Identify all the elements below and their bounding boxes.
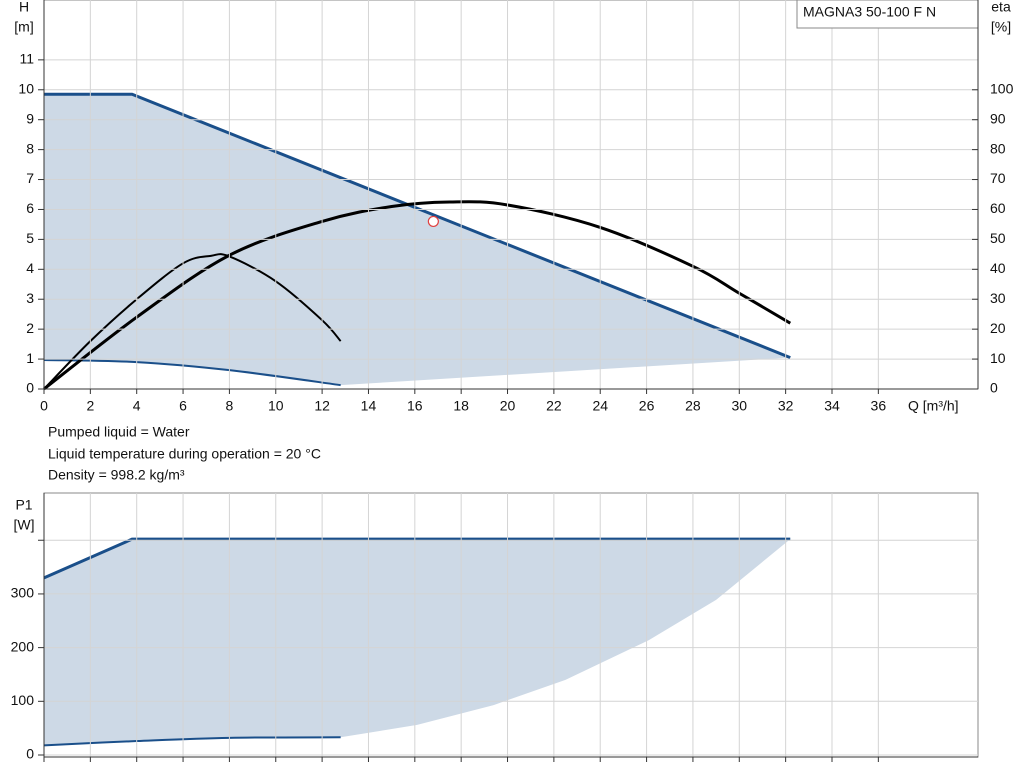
y-tick-label: 9	[26, 110, 34, 126]
efficiency-curve	[43, 253, 342, 390]
y-axis-label: P1	[15, 497, 32, 513]
title-box	[796, 0, 979, 29]
y-tick-label: 300	[11, 585, 35, 601]
y2-tick-label: 10	[990, 350, 1006, 366]
y2-tick-label: 50	[990, 230, 1006, 246]
x-tick-label: 22	[546, 398, 562, 414]
y2-tick-label: 30	[990, 290, 1006, 306]
y-tick-label: 0	[26, 746, 34, 762]
y-axis-label: H	[19, 0, 29, 15]
y-tick-label: 3	[26, 290, 34, 306]
note: Liquid temperature during operation = 20…	[48, 446, 321, 462]
x-tick-label: 12	[314, 398, 330, 414]
y-tick-label: 8	[26, 140, 34, 156]
curve-line	[43, 736, 341, 747]
x-tick-label: 10	[268, 398, 284, 414]
y2-tick-label: 0	[990, 380, 998, 396]
y2-tick-label: 40	[990, 260, 1006, 276]
curve-line	[43, 537, 791, 580]
x-tick-label: 6	[179, 398, 187, 414]
y2-tick-label: 60	[990, 200, 1006, 216]
x-tick-label: 8	[226, 398, 234, 414]
y2-axis-label: eta	[991, 0, 1011, 15]
x-tick-label: 0	[40, 398, 48, 414]
y-tick-label: 5	[26, 230, 34, 246]
x-tick-label: 34	[824, 398, 840, 414]
x-tick-label: 2	[86, 398, 94, 414]
x-tick-label: 30	[731, 398, 747, 414]
y2-tick-label: 70	[990, 170, 1006, 186]
operating-area	[44, 539, 791, 746]
x-tick-label: 26	[639, 398, 655, 414]
y-tick-label: 6	[26, 200, 34, 216]
y2-axis-label: [%]	[991, 19, 1011, 35]
y-tick-label: 2	[26, 320, 34, 336]
y2-tick-label: 80	[990, 140, 1006, 156]
x-tick-label: 14	[361, 398, 377, 414]
y-tick-label: 0	[26, 380, 34, 396]
x-tick-label: 20	[500, 398, 516, 414]
note: Density = 998.2 kg/m³	[48, 467, 185, 483]
y2-tick-label: 20	[990, 320, 1006, 336]
duty-point	[427, 215, 439, 228]
y-tick-label: 4	[26, 260, 34, 276]
y-tick-label: 11	[19, 51, 34, 67]
x-tick-label: 28	[685, 398, 701, 414]
y-tick-label: 100	[11, 692, 35, 708]
note: Pumped liquid = Water	[48, 424, 190, 440]
y-tick-label: 200	[11, 638, 35, 654]
y-tick-label: 10	[18, 80, 34, 96]
x-tick-label: 24	[592, 398, 608, 414]
x-tick-label: 18	[453, 398, 469, 414]
curve-line	[43, 358, 341, 387]
y2-tick-label: 90	[990, 110, 1006, 126]
chart-title: MAGNA3 50-100 F N	[803, 4, 936, 20]
y-tick-label: 7	[26, 170, 34, 186]
x-axis-label: Q [m³/h]	[908, 398, 959, 414]
series-layer	[43, 537, 791, 747]
x-tick-label: 16	[407, 398, 423, 414]
x-tick-label: 4	[133, 398, 141, 414]
y-tick-label: 1	[26, 350, 34, 366]
x-tick-label: 36	[871, 398, 887, 414]
y2-tick-label: 100	[990, 80, 1014, 96]
y-axis-label: [W]	[14, 517, 35, 533]
x-tick-label: 32	[778, 398, 794, 414]
y-axis-label: [m]	[14, 19, 33, 35]
